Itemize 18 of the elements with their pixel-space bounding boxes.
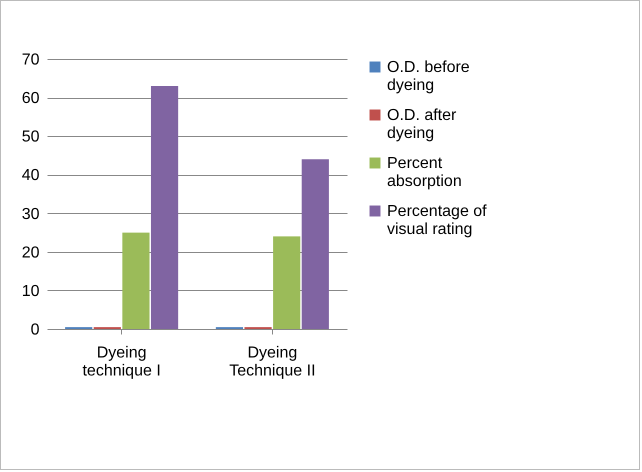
x-tick-label: Dyeing Technique II (229, 344, 316, 380)
x-tick-label: Dyeing technique I (82, 344, 161, 380)
bar (273, 236, 300, 329)
legend-label: Percent absorption (387, 155, 462, 190)
bar (122, 232, 150, 329)
y-tick-label: 10 (22, 282, 40, 300)
legend-label: O.D. before dyeing (387, 59, 470, 94)
y-tick-label: 70 (22, 52, 40, 68)
y-tick-label: 60 (22, 90, 40, 108)
bar (302, 159, 329, 329)
y-tick-label: 50 (22, 128, 40, 146)
y-tick-label: 40 (22, 167, 40, 184)
y-tick-label: 30 (22, 206, 40, 223)
y-tick-label: 0 (30, 322, 40, 338)
legend-label: O.D. after dyeing (387, 107, 458, 142)
legend-label: Percentage of visual rating (387, 203, 488, 238)
y-tick-label: 20 (22, 244, 40, 262)
bar (150, 86, 178, 329)
